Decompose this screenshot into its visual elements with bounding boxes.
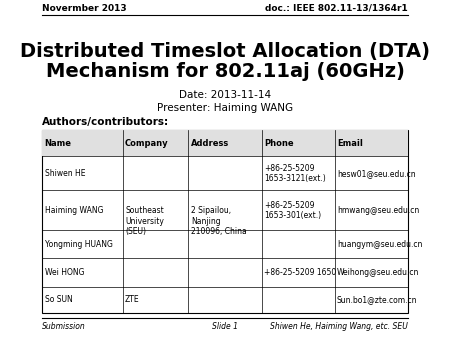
Text: Yongming HUANG: Yongming HUANG bbox=[45, 240, 112, 249]
Text: Presenter: Haiming WANG: Presenter: Haiming WANG bbox=[157, 103, 293, 113]
Text: Wei HONG: Wei HONG bbox=[45, 268, 84, 277]
Text: Distributed Timeslot Allocation (DTA): Distributed Timeslot Allocation (DTA) bbox=[20, 42, 430, 61]
Text: Name: Name bbox=[45, 139, 72, 148]
Text: hesw01@seu.edu.cn: hesw01@seu.edu.cn bbox=[337, 169, 416, 178]
Text: So SUN: So SUN bbox=[45, 295, 72, 304]
Text: Sun.bo1@zte.com.cn: Sun.bo1@zte.com.cn bbox=[337, 295, 418, 304]
Text: Southeast
University
(SEU): Southeast University (SEU) bbox=[125, 207, 164, 236]
Text: 2 Sipailou,
Nanjing
210096, China: 2 Sipailou, Nanjing 210096, China bbox=[191, 207, 247, 236]
Text: Mechanism for 802.11aj (60GHz): Mechanism for 802.11aj (60GHz) bbox=[45, 63, 405, 81]
Text: Haiming WANG: Haiming WANG bbox=[45, 206, 103, 215]
Text: +86-25-5209 1650: +86-25-5209 1650 bbox=[264, 268, 336, 277]
Text: Submission: Submission bbox=[42, 322, 86, 332]
Text: Shiwen He, Haiming Wang, etc. SEU: Shiwen He, Haiming Wang, etc. SEU bbox=[270, 322, 408, 332]
Text: +86-25-5209
1653-3121(ext.): +86-25-5209 1653-3121(ext.) bbox=[264, 164, 326, 183]
Text: Authors/contributors:: Authors/contributors: bbox=[42, 117, 169, 127]
Text: ZTE: ZTE bbox=[125, 295, 140, 304]
Text: Date: 2013-11-14: Date: 2013-11-14 bbox=[179, 90, 271, 100]
Text: +86-25-5209
1653-301(ext.): +86-25-5209 1653-301(ext.) bbox=[264, 201, 321, 220]
Text: Address: Address bbox=[191, 139, 229, 148]
Text: Phone: Phone bbox=[264, 139, 293, 148]
Text: Weihong@seu.edu.cn: Weihong@seu.edu.cn bbox=[337, 268, 419, 277]
Text: Email: Email bbox=[337, 139, 363, 148]
Text: hmwang@seu.edu.cn: hmwang@seu.edu.cn bbox=[337, 206, 419, 215]
Text: Company: Company bbox=[125, 139, 169, 148]
Bar bbox=[42, 130, 408, 156]
Text: doc.: IEEE 802.11-13/1364r1: doc.: IEEE 802.11-13/1364r1 bbox=[265, 3, 408, 13]
Text: huangym@seu.edu.cn: huangym@seu.edu.cn bbox=[337, 240, 423, 249]
Text: Slide 1: Slide 1 bbox=[212, 322, 238, 332]
Text: Shiwen HE: Shiwen HE bbox=[45, 169, 85, 178]
Text: Novermber 2013: Novermber 2013 bbox=[42, 3, 127, 13]
Bar bbox=[42, 130, 408, 313]
